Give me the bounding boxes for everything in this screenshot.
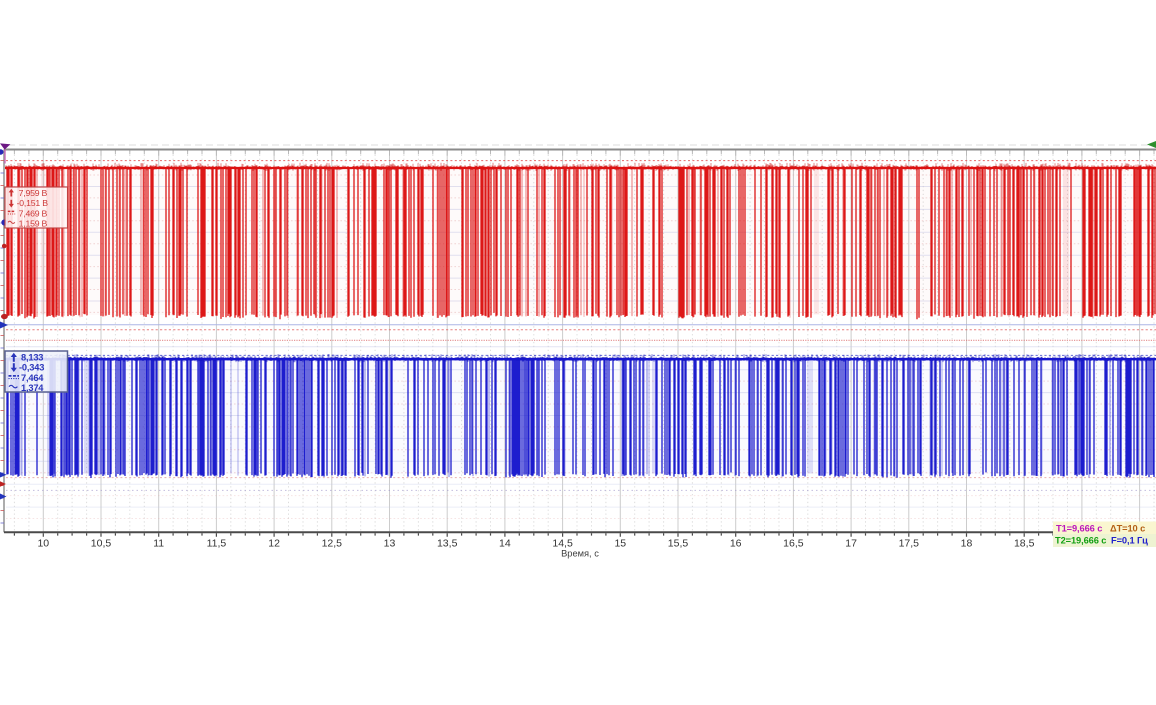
svg-text:Время, с: Время, с [561,549,599,559]
svg-text:1,374: 1,374 [21,383,44,393]
svg-text:13: 13 [384,538,396,550]
svg-text:ΔT=10 с: ΔT=10 с [1110,523,1145,533]
svg-text:7,959 В: 7,959 В [19,188,48,198]
svg-text:17: 17 [845,538,857,550]
svg-text:15: 15 [614,538,626,550]
svg-text:10: 10 [37,538,49,550]
svg-text:7,469 В: 7,469 В [19,208,48,218]
svg-text:14: 14 [499,538,511,550]
svg-text:16: 16 [730,538,742,550]
svg-text:14,5: 14,5 [552,538,573,550]
svg-text:17,5: 17,5 [899,538,920,550]
svg-text:-0,343: -0,343 [19,363,44,373]
svg-text:16,5: 16,5 [783,538,804,550]
svg-text:11,5: 11,5 [207,538,227,550]
svg-text:18,5: 18,5 [1014,538,1035,550]
svg-text:10,5: 10,5 [91,538,112,550]
svg-text:18: 18 [961,538,973,550]
svg-text:13,5: 13,5 [437,538,458,550]
svg-text:11: 11 [153,538,164,550]
svg-text:F=0,1 Гц: F=0,1 Гц [1111,535,1148,545]
svg-text:-0,151 В: -0,151 В [17,198,49,208]
svg-text:T1=9,666 с: T1=9,666 с [1056,523,1102,533]
svg-text:8,133: 8,133 [21,352,43,362]
svg-text:T2=19,666 с: T2=19,666 с [1055,535,1106,545]
svg-text:12: 12 [268,538,280,550]
svg-text:1,159 В: 1,159 В [19,219,48,229]
svg-text:12,5: 12,5 [322,538,343,550]
svg-text:15,5: 15,5 [668,538,689,550]
svg-text:7,464: 7,464 [21,373,44,383]
